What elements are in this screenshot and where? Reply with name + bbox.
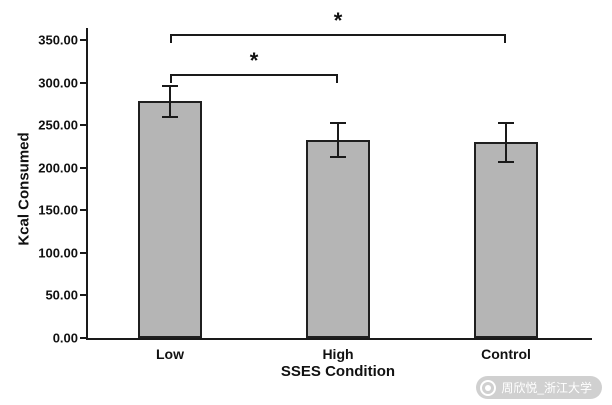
error-bar bbox=[337, 122, 339, 157]
x-axis-title: SSES Condition bbox=[280, 363, 396, 380]
watermark-text: 周欣悦_浙江大学 bbox=[501, 381, 592, 395]
y-tick-label: 100.00 bbox=[38, 245, 78, 261]
significance-bracket-end bbox=[504, 34, 506, 44]
error-bar-cap-top bbox=[162, 84, 178, 87]
error-bar-cap-bottom bbox=[498, 160, 514, 163]
significance-bracket bbox=[170, 34, 506, 37]
y-tick-mark bbox=[80, 166, 86, 169]
significance-bracket-end bbox=[170, 74, 172, 84]
error-bar-cap-bottom bbox=[162, 115, 178, 118]
error-bar-cap-bottom bbox=[330, 155, 346, 158]
y-tick-label: 0.00 bbox=[52, 330, 78, 346]
y-tick-mark bbox=[80, 337, 86, 339]
y-axis-line bbox=[86, 28, 88, 340]
y-tick-mark bbox=[80, 39, 86, 41]
significance-asterisk: * bbox=[249, 48, 259, 74]
weibo-watermark-icon bbox=[480, 379, 497, 396]
x-axis-line bbox=[86, 338, 592, 340]
watermark: 周欣悦_浙江大学 bbox=[476, 376, 602, 399]
bar bbox=[138, 101, 202, 338]
bar bbox=[474, 142, 538, 338]
y-tick-label: 350.00 bbox=[38, 32, 78, 48]
y-axis-title: Kcal Consumed bbox=[15, 132, 33, 246]
y-tick-mark bbox=[80, 209, 86, 212]
significance-bracket-end bbox=[170, 34, 172, 44]
y-tick-label: 150.00 bbox=[38, 202, 78, 218]
significance-bracket-end bbox=[336, 74, 338, 84]
y-tick-mark bbox=[80, 124, 86, 127]
bar bbox=[306, 139, 370, 338]
y-tick-label: 200.00 bbox=[38, 160, 78, 176]
y-tick-label: 50.00 bbox=[45, 287, 78, 303]
error-bar bbox=[169, 85, 171, 117]
x-tick-label: Low bbox=[156, 346, 184, 362]
error-bar-cap-top bbox=[330, 121, 346, 124]
significance-asterisk: * bbox=[333, 8, 343, 34]
error-bar-cap-top bbox=[498, 121, 514, 124]
significance-bracket bbox=[170, 74, 338, 77]
y-tick-mark bbox=[80, 81, 86, 84]
error-bar bbox=[505, 122, 507, 162]
y-tick-mark bbox=[80, 294, 86, 297]
y-tick-label: 250.00 bbox=[38, 117, 78, 133]
x-tick-label: Control bbox=[481, 346, 531, 362]
y-tick-mark bbox=[80, 251, 86, 254]
y-tick-label: 300.00 bbox=[38, 75, 78, 91]
x-tick-label: High bbox=[322, 346, 354, 362]
